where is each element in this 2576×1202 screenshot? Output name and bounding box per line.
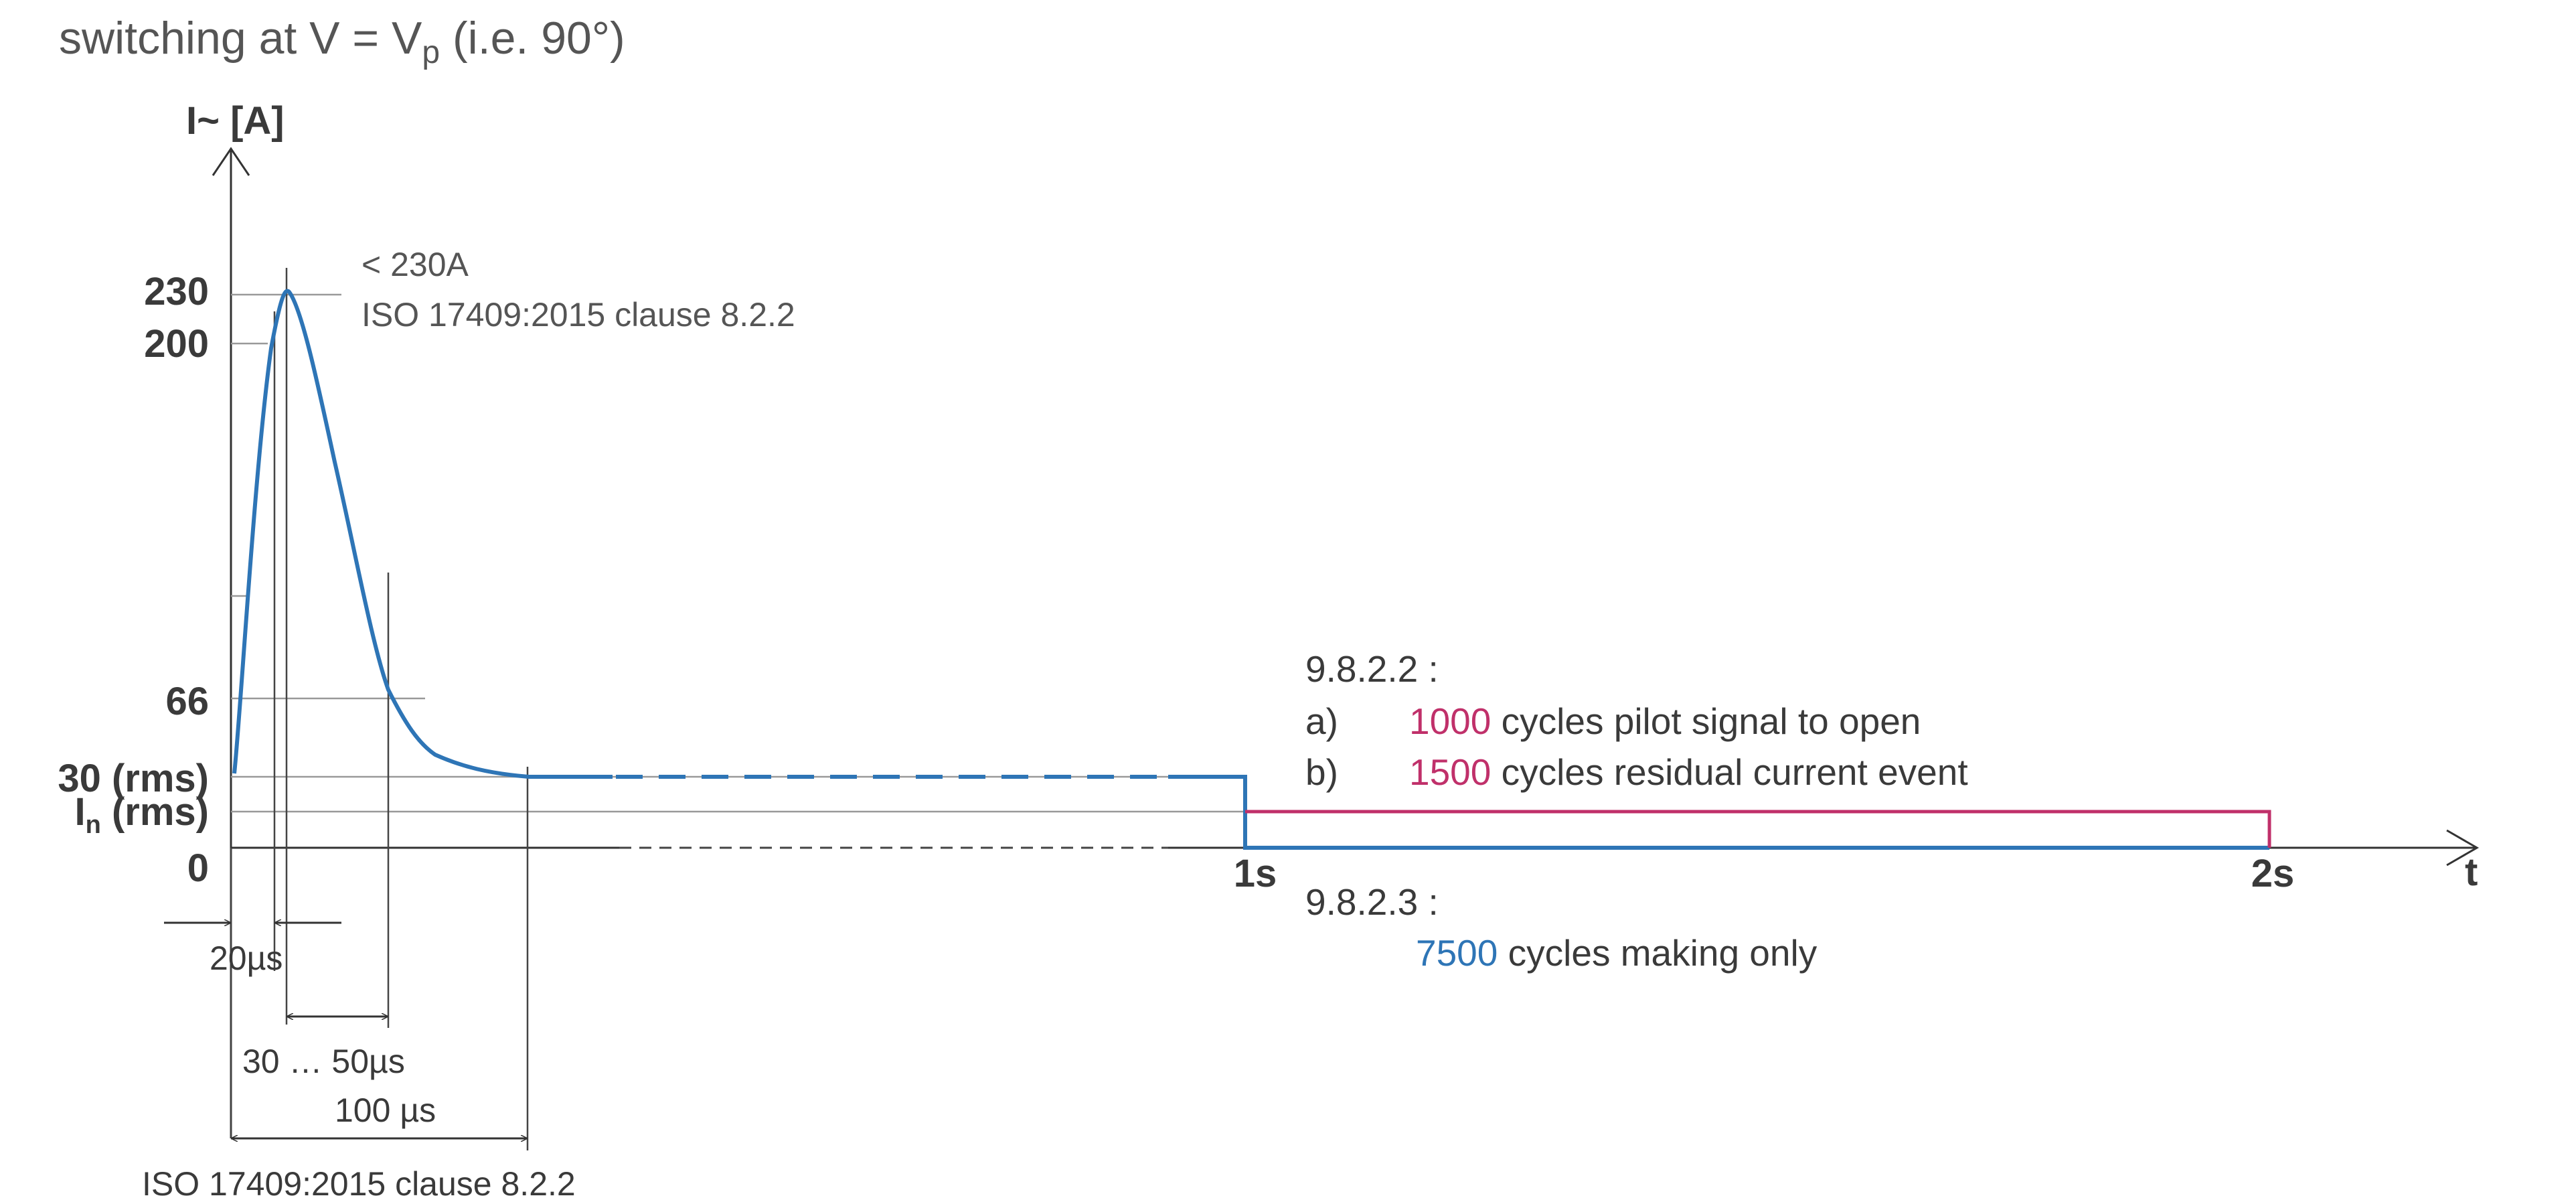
tick-2s: 2s	[2251, 852, 2295, 895]
clause-982-a-marker: a)	[1305, 700, 1338, 742]
clause-983-line: 7500 cycles making only	[1416, 932, 1818, 974]
dim-100us: 100 µs	[335, 1092, 436, 1129]
x-axis-label: t	[2465, 850, 2478, 894]
tick-1s: 1s	[1234, 852, 1277, 895]
tick-200: 200	[144, 322, 209, 366]
header-text: switching at V = Vp (i.e. 90°)	[59, 13, 625, 70]
dimension-arrows	[164, 923, 528, 1138]
y-axis-arrowhead	[212, 147, 250, 176]
clause-982-b-line: 1500 cycles residual current event	[1409, 751, 1968, 793]
tick-66: 66	[165, 680, 209, 723]
dim-30-50us: 30 … 50µs	[242, 1043, 405, 1080]
x-axis-arrowhead	[2446, 829, 2479, 867]
tick-230: 230	[144, 270, 209, 313]
tick-30-rms: 30 (rms)	[58, 757, 209, 800]
vertical-markers	[230, 268, 529, 1150]
clause-982-a-line: 1000 cycles pilot signal to open	[1409, 700, 1921, 742]
reference-lines	[231, 293, 1249, 813]
y-axis-label: I~ [A]	[186, 99, 285, 143]
clause-982-b-marker: b)	[1305, 751, 1338, 793]
tick-in-rms: In (rms)	[75, 790, 210, 839]
bottom-note: ISO 17409:2015 clause 8.2.2	[142, 1165, 576, 1202]
clause-983-title: 9.8.2.3 :	[1305, 881, 1439, 923]
current-waveform	[232, 289, 613, 779]
clause-982-title: 9.8.2.2 :	[1305, 648, 1439, 690]
current-step-magenta	[1245, 810, 2271, 848]
dim-20us: 20µs	[210, 940, 283, 977]
tick-0: 0	[187, 846, 209, 890]
peak-note-line1: < 230A	[361, 246, 469, 283]
peak-note-line2: ISO 17409:2015 clause 8.2.2	[361, 296, 795, 333]
